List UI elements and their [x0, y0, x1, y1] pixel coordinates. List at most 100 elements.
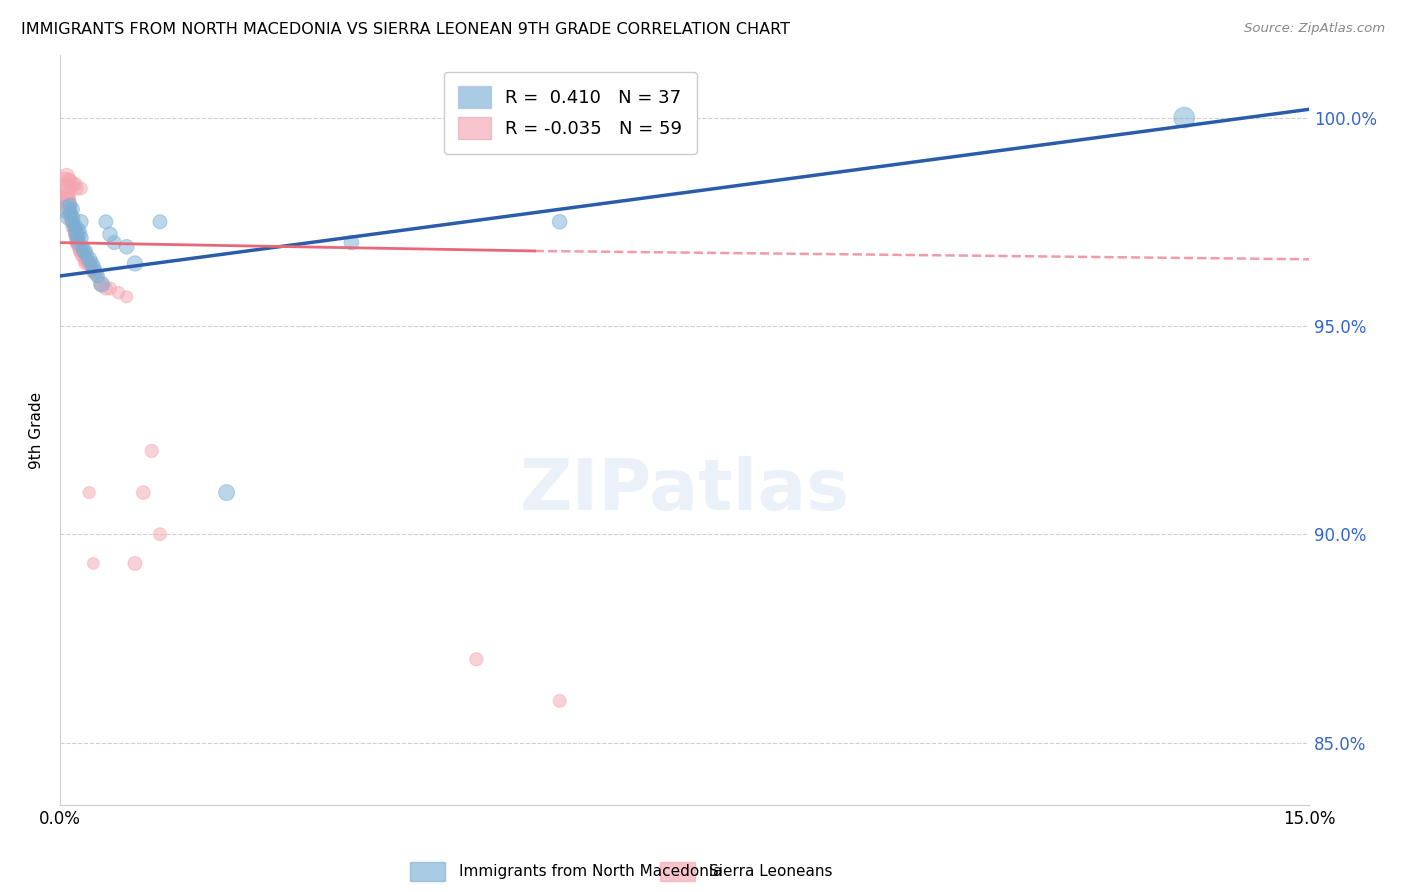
Point [59, 206, 82, 220]
Point [66, 227, 89, 242]
Point [115, 240, 138, 254]
Point [66, 235, 89, 250]
Point [67, 223, 90, 237]
Point [465, 652, 488, 666]
Point [94, 281, 117, 295]
Point [73, 252, 96, 267]
Point [55, 190, 77, 204]
Point [70, 231, 93, 245]
Point [80, 256, 103, 270]
Point [90, 277, 112, 292]
Point [58, 173, 80, 187]
Point [63, 223, 86, 237]
Point [115, 290, 138, 304]
Point [60, 211, 83, 225]
Point [63, 223, 86, 237]
Point [141, 444, 163, 458]
Point [66, 231, 89, 245]
Point [107, 285, 129, 300]
Point [124, 256, 146, 270]
Text: Immigrants from North Macedonia: Immigrants from North Macedonia [458, 864, 723, 879]
Point [90, 277, 112, 292]
Point [77, 252, 100, 267]
Point [59, 211, 82, 225]
Point [103, 235, 125, 250]
Text: ZIPatlas: ZIPatlas [519, 456, 849, 524]
Point [77, 256, 100, 270]
Point [84, 265, 107, 279]
Point [94, 215, 117, 229]
Point [55, 202, 77, 217]
Point [62, 202, 84, 217]
Point [58, 198, 80, 212]
Point [80, 260, 103, 275]
Point [77, 485, 100, 500]
Point [149, 527, 172, 541]
Point [548, 694, 571, 708]
Point [63, 178, 86, 192]
Point [82, 265, 104, 279]
Point [98, 281, 121, 295]
Point [73, 256, 96, 270]
Point [67, 240, 90, 254]
Point [66, 231, 89, 245]
Point [55, 194, 77, 208]
Point [65, 219, 87, 233]
Point [70, 181, 93, 195]
Point [58, 211, 80, 225]
Point [66, 235, 89, 250]
Point [59, 198, 82, 212]
Point [62, 219, 84, 233]
Point [53, 181, 76, 195]
Point [76, 252, 98, 267]
Point [63, 219, 86, 233]
Point [62, 215, 84, 229]
Point [84, 265, 107, 279]
Point [73, 252, 96, 267]
Point [76, 256, 98, 270]
Point [89, 277, 111, 292]
Text: Source: ZipAtlas.com: Source: ZipAtlas.com [1244, 22, 1385, 36]
Legend: R =  0.410   N = 37, R = -0.035   N = 59: R = 0.410 N = 37, R = -0.035 N = 59 [444, 71, 696, 153]
Text: Sierra Leoneans: Sierra Leoneans [709, 864, 832, 879]
Point [67, 240, 90, 254]
Text: IMMIGRANTS FROM NORTH MACEDONIA VS SIERRA LEONEAN 9TH GRADE CORRELATION CHART: IMMIGRANTS FROM NORTH MACEDONIA VS SIERR… [21, 22, 790, 37]
Point [63, 223, 86, 237]
Y-axis label: 9th Grade: 9th Grade [30, 392, 44, 468]
Point [215, 485, 238, 500]
Point [59, 206, 82, 220]
Point [63, 227, 86, 242]
Point [69, 244, 91, 258]
Point [62, 211, 84, 225]
Point [70, 248, 93, 262]
Point [82, 557, 104, 571]
Point [69, 227, 91, 242]
Point [62, 178, 84, 192]
Point [58, 202, 80, 217]
Point [86, 268, 108, 283]
Point [66, 181, 89, 195]
Point [98, 227, 121, 242]
Point [132, 485, 155, 500]
Point [59, 173, 82, 187]
Point [72, 244, 94, 258]
Point [60, 215, 83, 229]
Point [70, 215, 93, 229]
Point [72, 240, 94, 254]
Point [67, 235, 90, 250]
Point [70, 244, 93, 258]
Point [55, 169, 77, 183]
Point [1173, 111, 1195, 125]
Point [124, 557, 146, 571]
Point [55, 186, 77, 200]
Point [56, 194, 79, 208]
Point [82, 260, 104, 275]
Point [62, 219, 84, 233]
Point [340, 235, 363, 250]
Point [76, 248, 98, 262]
Point [149, 215, 172, 229]
Point [72, 248, 94, 262]
Point [53, 178, 76, 192]
Point [86, 268, 108, 283]
Point [548, 215, 571, 229]
